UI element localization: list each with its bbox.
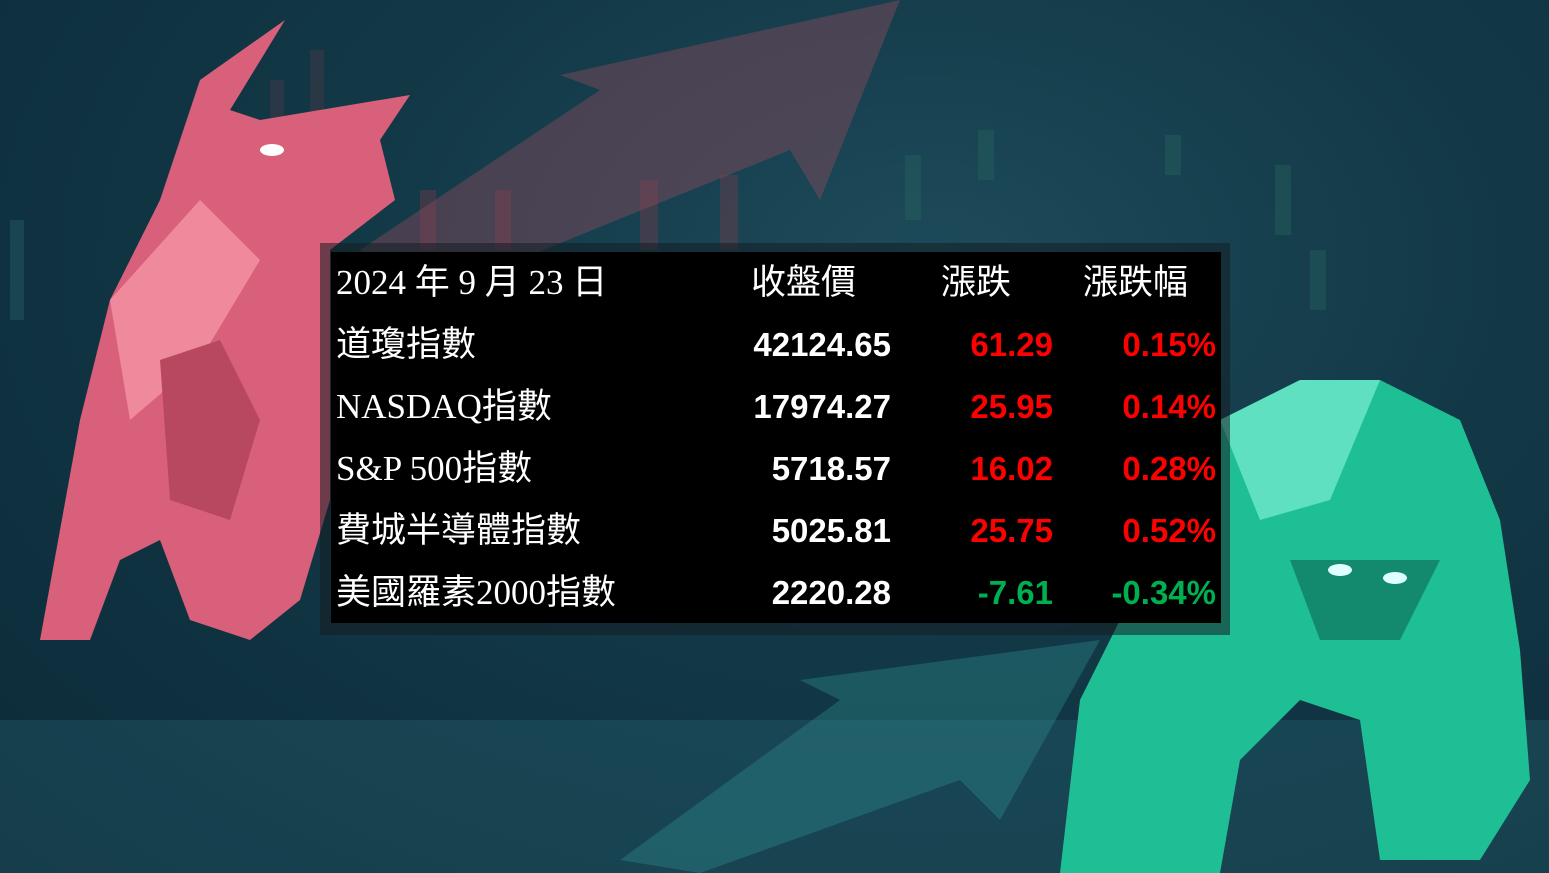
close-price: 42124.65 bbox=[753, 326, 891, 363]
change-value: 61.29 bbox=[970, 326, 1053, 363]
change-percent: 0.15% bbox=[1122, 326, 1216, 363]
bar-background bbox=[0, 720, 1549, 873]
table-row: 道瓊指數 42124.65 61.29 0.15% bbox=[331, 314, 1221, 376]
change-percent: 0.52% bbox=[1122, 512, 1216, 549]
arrow-down-background bbox=[620, 640, 1100, 873]
table-row: 美國羅素2000指數 2220.28 -7.61 -0.34% bbox=[331, 562, 1221, 624]
table-row: NASDAQ指數 17974.27 25.95 0.14% bbox=[331, 376, 1221, 438]
index-name: NASDAQ指數 bbox=[336, 387, 552, 426]
close-header: 收盤價 bbox=[751, 263, 857, 302]
change-header: 漲跌 bbox=[941, 263, 1012, 302]
change-percent: 0.14% bbox=[1122, 388, 1216, 425]
close-price: 2220.28 bbox=[771, 574, 891, 611]
index-name: S&P 500指數 bbox=[336, 449, 533, 488]
change-value: 25.95 bbox=[970, 388, 1053, 425]
change-percent: -0.34% bbox=[1111, 574, 1216, 611]
change-value: 16.02 bbox=[970, 450, 1053, 487]
date-header: 2024 年 9 月 23 日 bbox=[336, 263, 608, 302]
table-row: S&P 500指數 5718.57 16.02 0.28% bbox=[331, 438, 1221, 500]
bear-illustration bbox=[1060, 380, 1530, 873]
index-quote-table: 2024 年 9 月 23 日 收盤價 漲跌 漲跌幅 道瓊指數 42124.65 6… bbox=[331, 252, 1221, 623]
bull-illustration bbox=[40, 20, 410, 640]
arrow-up-background bbox=[360, 0, 900, 300]
index-name: 費城半導體指數 bbox=[336, 511, 582, 550]
change-value: -7.61 bbox=[977, 574, 1053, 611]
table-header-row: 2024 年 9 月 23 日 收盤價 漲跌 漲跌幅 bbox=[331, 252, 1221, 314]
change-percent: 0.28% bbox=[1122, 450, 1216, 487]
change-pct-header: 漲跌幅 bbox=[1083, 263, 1189, 302]
close-price: 5025.81 bbox=[771, 512, 891, 549]
index-name: 美國羅素2000指數 bbox=[336, 573, 617, 612]
index-name: 道瓊指數 bbox=[336, 325, 477, 364]
close-price: 17974.27 bbox=[753, 388, 891, 425]
table-row: 費城半導體指數 5025.81 25.75 0.52% bbox=[331, 500, 1221, 562]
change-value: 25.75 bbox=[970, 512, 1053, 549]
close-price: 5718.57 bbox=[771, 450, 891, 487]
